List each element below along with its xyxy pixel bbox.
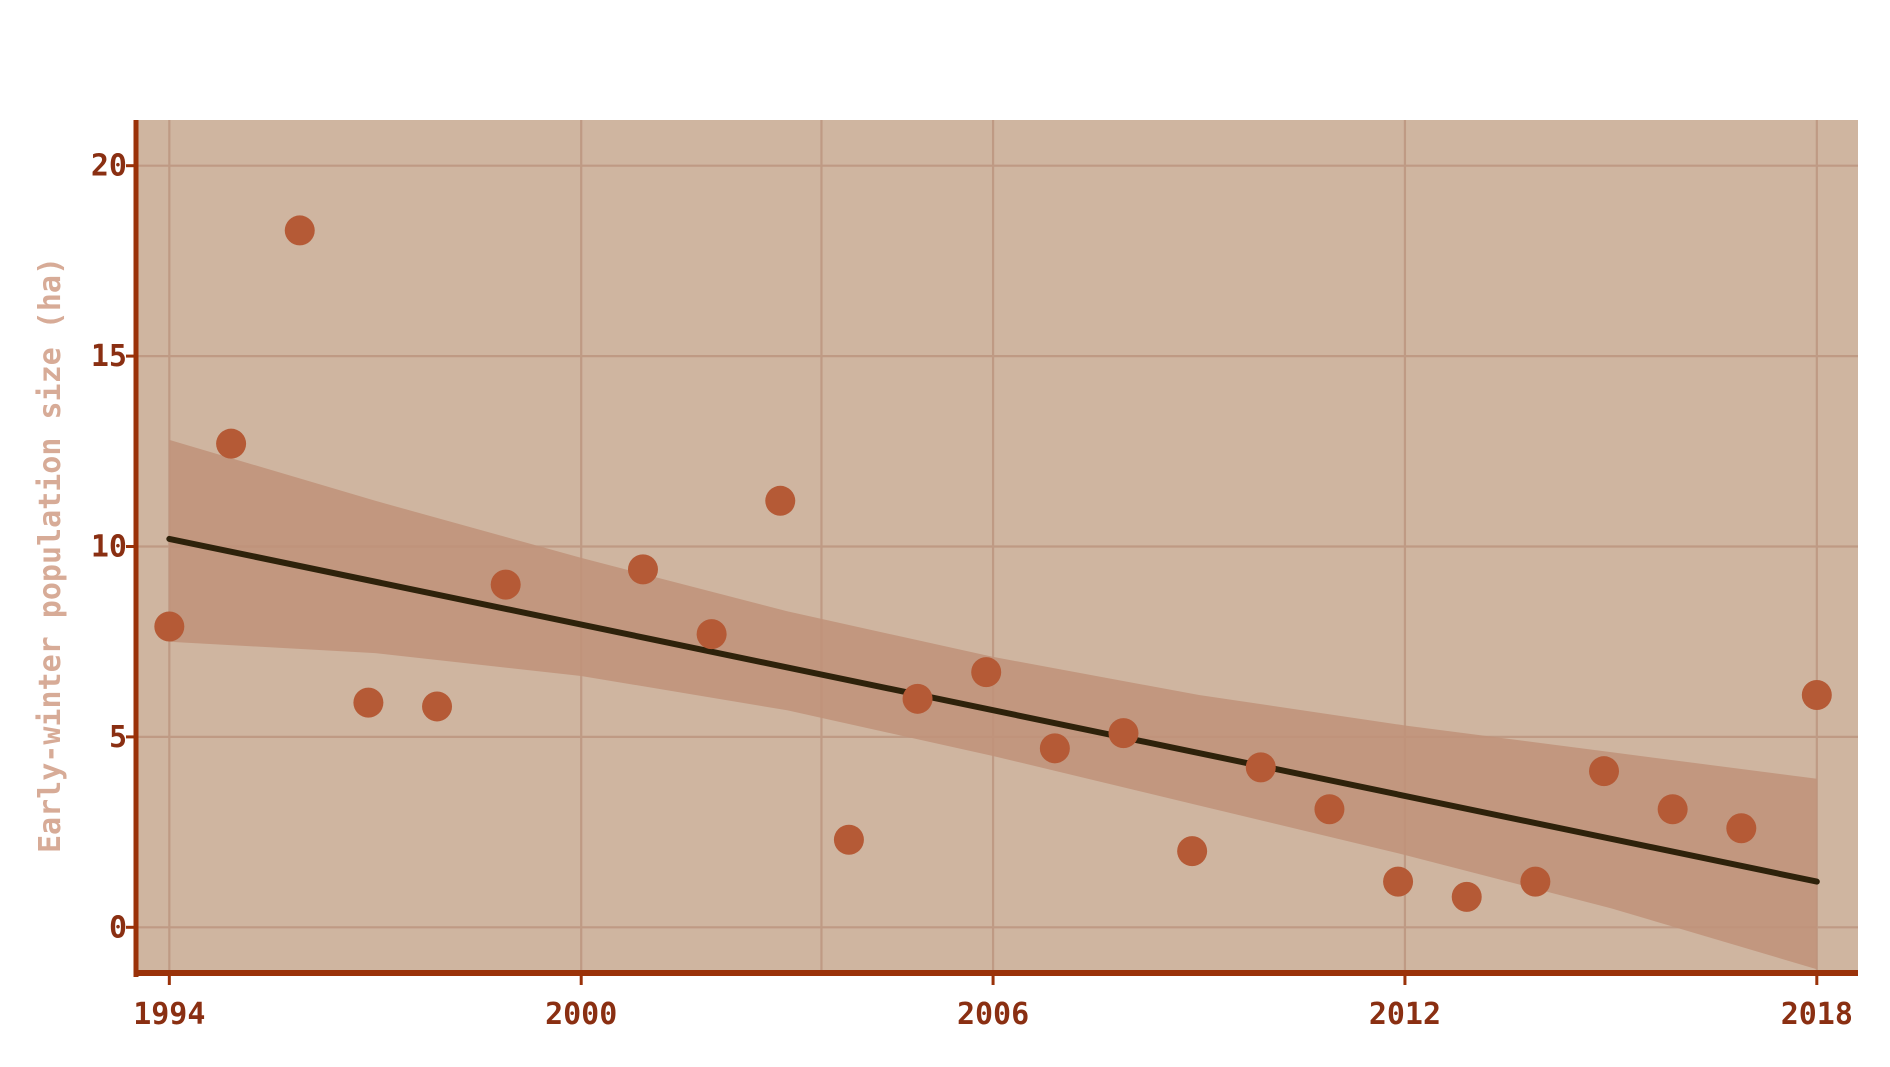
data-point [765, 485, 796, 516]
data-point [1726, 813, 1757, 844]
data-point [1801, 680, 1832, 711]
y-axis-ticks: 0 5 10 15 20 [91, 149, 136, 945]
data-point [216, 428, 247, 459]
x-axis-ticks: 1994 2000 2006 2012 2018 [133, 973, 1853, 1032]
data-point [1589, 756, 1620, 787]
data-point [902, 683, 933, 714]
data-point [1520, 866, 1551, 897]
trend-line [166, 535, 1820, 885]
y-tick-label: 5 [109, 720, 127, 755]
data-point [422, 691, 453, 722]
data-point [1039, 733, 1070, 764]
x-tick-label: 2012 [1369, 997, 1441, 1032]
data-point [490, 569, 521, 600]
data-point [284, 215, 315, 246]
data-point [1383, 866, 1414, 897]
x-tick-label: 2000 [545, 997, 617, 1032]
data-point [1314, 794, 1345, 825]
data-point [1108, 718, 1139, 749]
y-axis-title: Early-winter population size (ha) [33, 257, 68, 853]
data-point [1245, 752, 1276, 783]
x-tick-label: 2006 [957, 997, 1029, 1032]
y-tick-label: 15 [91, 339, 127, 374]
data-point [1657, 794, 1688, 825]
data-points [154, 215, 1832, 912]
data-point [627, 554, 658, 585]
data-point [971, 657, 1002, 688]
data-point [696, 619, 727, 650]
data-point [353, 687, 384, 718]
confidence-band [169, 439, 1817, 970]
y-tick-label: 20 [91, 149, 127, 184]
data-point [1177, 836, 1208, 867]
y-tick-label: 10 [91, 530, 127, 565]
data-point [1451, 881, 1482, 912]
data-point [833, 824, 864, 855]
y-tick-label: 0 [109, 910, 127, 945]
x-tick-label: 1994 [133, 997, 205, 1032]
data-point [154, 611, 185, 642]
x-tick-label: 2018 [1781, 997, 1853, 1032]
